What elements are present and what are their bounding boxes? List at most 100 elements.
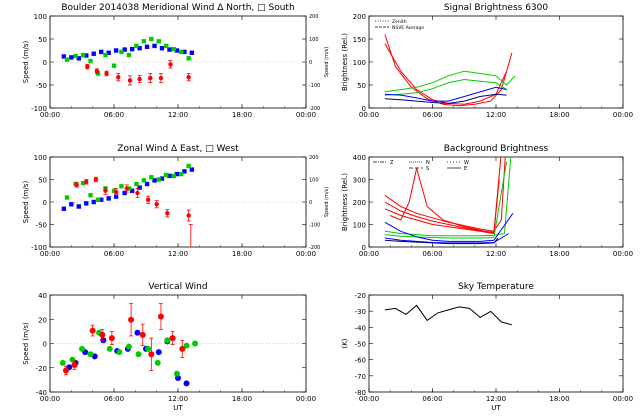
- data-point: [173, 370, 180, 377]
- data-point: [171, 173, 176, 179]
- x-tick-label: 00:00: [296, 111, 316, 119]
- y2-tick-label: 0: [309, 200, 312, 206]
- y-tick-label: -80: [355, 389, 366, 397]
- data-point: [79, 345, 85, 352]
- data-point: [99, 49, 104, 55]
- data-point: [167, 173, 172, 179]
- data-point: [124, 186, 129, 191]
- data-point: [134, 181, 139, 187]
- data-point: [134, 43, 139, 49]
- y-tick-label: 300: [353, 177, 366, 185]
- y-tick-label: 100: [353, 222, 366, 230]
- x-tick-label: 00:00: [613, 395, 633, 403]
- data-point: [144, 44, 150, 50]
- data-point: [149, 175, 154, 180]
- series-line-5: [384, 93, 507, 104]
- data-point: [91, 199, 96, 205]
- data-point: [141, 178, 147, 183]
- data-point: [189, 167, 195, 172]
- data-point: [80, 180, 86, 186]
- x-tick-label: 06:00: [104, 111, 124, 119]
- legend-label: NSVE Average: [392, 25, 424, 31]
- data-point: [111, 63, 117, 68]
- data-point: [129, 46, 135, 52]
- y2-axis-label: Speed (m/s): [324, 187, 330, 217]
- data-point: [186, 213, 191, 218]
- data-point: [183, 380, 190, 387]
- data-point: [84, 179, 89, 184]
- x-tick-label: 18:00: [232, 250, 252, 258]
- series-line-0: [384, 157, 506, 232]
- data-point: [169, 335, 176, 342]
- y-tick-label: -100: [31, 105, 47, 113]
- series-line-2: [384, 70, 516, 93]
- data-point: [182, 49, 187, 55]
- data-point: [127, 78, 133, 83]
- x-tick-label: 00:00: [613, 250, 633, 258]
- x-tick-label: 00:00: [40, 395, 60, 403]
- chart-panel-zonal: Zonal Wind Δ East, □ West 00:00 06:00 12:00…: [22, 144, 330, 258]
- x-tick-label: 00:00: [40, 250, 60, 258]
- data-point: [113, 194, 119, 199]
- x-tick-label: 12:00: [168, 111, 188, 119]
- data-layer: [384, 304, 513, 326]
- data-point: [158, 75, 164, 81]
- data-point: [129, 188, 135, 193]
- y-axis-label: Speed (m/s): [22, 181, 30, 224]
- y-tick-label: -70: [355, 373, 366, 381]
- data-point: [99, 197, 104, 202]
- chart-panel-meridional: Boulder 2014038 Meridional Wind Δ North,…: [22, 3, 330, 119]
- data-point: [74, 182, 79, 188]
- y-axis-label: Brightness (Rel.): [341, 173, 349, 231]
- series-line-6: [384, 213, 514, 242]
- legend-label: Zenith: [392, 19, 407, 25]
- data-point: [64, 195, 70, 200]
- y-tick-label: -50: [36, 222, 47, 230]
- y-tick-label: -50: [355, 341, 366, 349]
- y2-tick-label: -100: [309, 223, 320, 229]
- y2-tick-label: 200: [309, 14, 319, 20]
- y-tick-label: -40: [36, 389, 47, 397]
- x-tick-label: 00:00: [296, 395, 316, 403]
- y-tick-label: 50: [38, 36, 47, 44]
- data-point: [95, 197, 101, 202]
- legend-label: N: [426, 160, 430, 166]
- x-tick-label: 00:00: [40, 111, 60, 119]
- chart-title: Zonal Wind Δ East, □ West: [117, 144, 239, 154]
- series-line-8: [384, 237, 499, 245]
- y-tick-label: 200: [353, 199, 366, 207]
- y-tick-label: -50: [36, 82, 47, 90]
- data-point: [119, 184, 124, 189]
- y-tick-label: 100: [34, 154, 47, 162]
- data-point: [122, 47, 127, 52]
- data-point: [159, 46, 165, 51]
- y-tick-label: -100: [31, 244, 47, 252]
- x-tick-label: 00:00: [296, 250, 316, 258]
- y-tick-label: 50: [357, 82, 366, 90]
- data-layer: [384, 34, 516, 107]
- chart-title: Background Brightness: [444, 144, 549, 154]
- data-point: [137, 46, 142, 51]
- y-tick-label: 0: [362, 105, 366, 113]
- y-tick-label: 20: [38, 316, 47, 324]
- y-axis-label: Brightness (Rel.): [341, 33, 349, 91]
- y-axis-label: (K): [341, 338, 349, 348]
- x-tick-label: 12:00: [486, 250, 506, 258]
- series-line-3: [384, 78, 507, 96]
- chart-panel-skytemp: Sky Temperature 00:00 06:00 12:00 18:00 00:00…: [341, 282, 633, 412]
- data-point: [189, 50, 195, 55]
- data-point: [165, 211, 170, 216]
- x-tick-label: 12:00: [486, 111, 506, 119]
- x-tick-label: 00:00: [613, 111, 633, 119]
- y2-tick-label: -200: [309, 106, 320, 112]
- data-point: [152, 43, 157, 49]
- data-point: [87, 351, 94, 358]
- x-tick-label: 06:00: [104, 395, 124, 403]
- data-point: [148, 351, 155, 358]
- data-point: [174, 48, 180, 53]
- y2-tick-label: 100: [309, 178, 319, 184]
- x-tick-label: 12:00: [486, 395, 506, 403]
- data-point: [69, 202, 74, 207]
- data-point: [137, 185, 142, 190]
- x-axis-label: UT: [173, 404, 183, 412]
